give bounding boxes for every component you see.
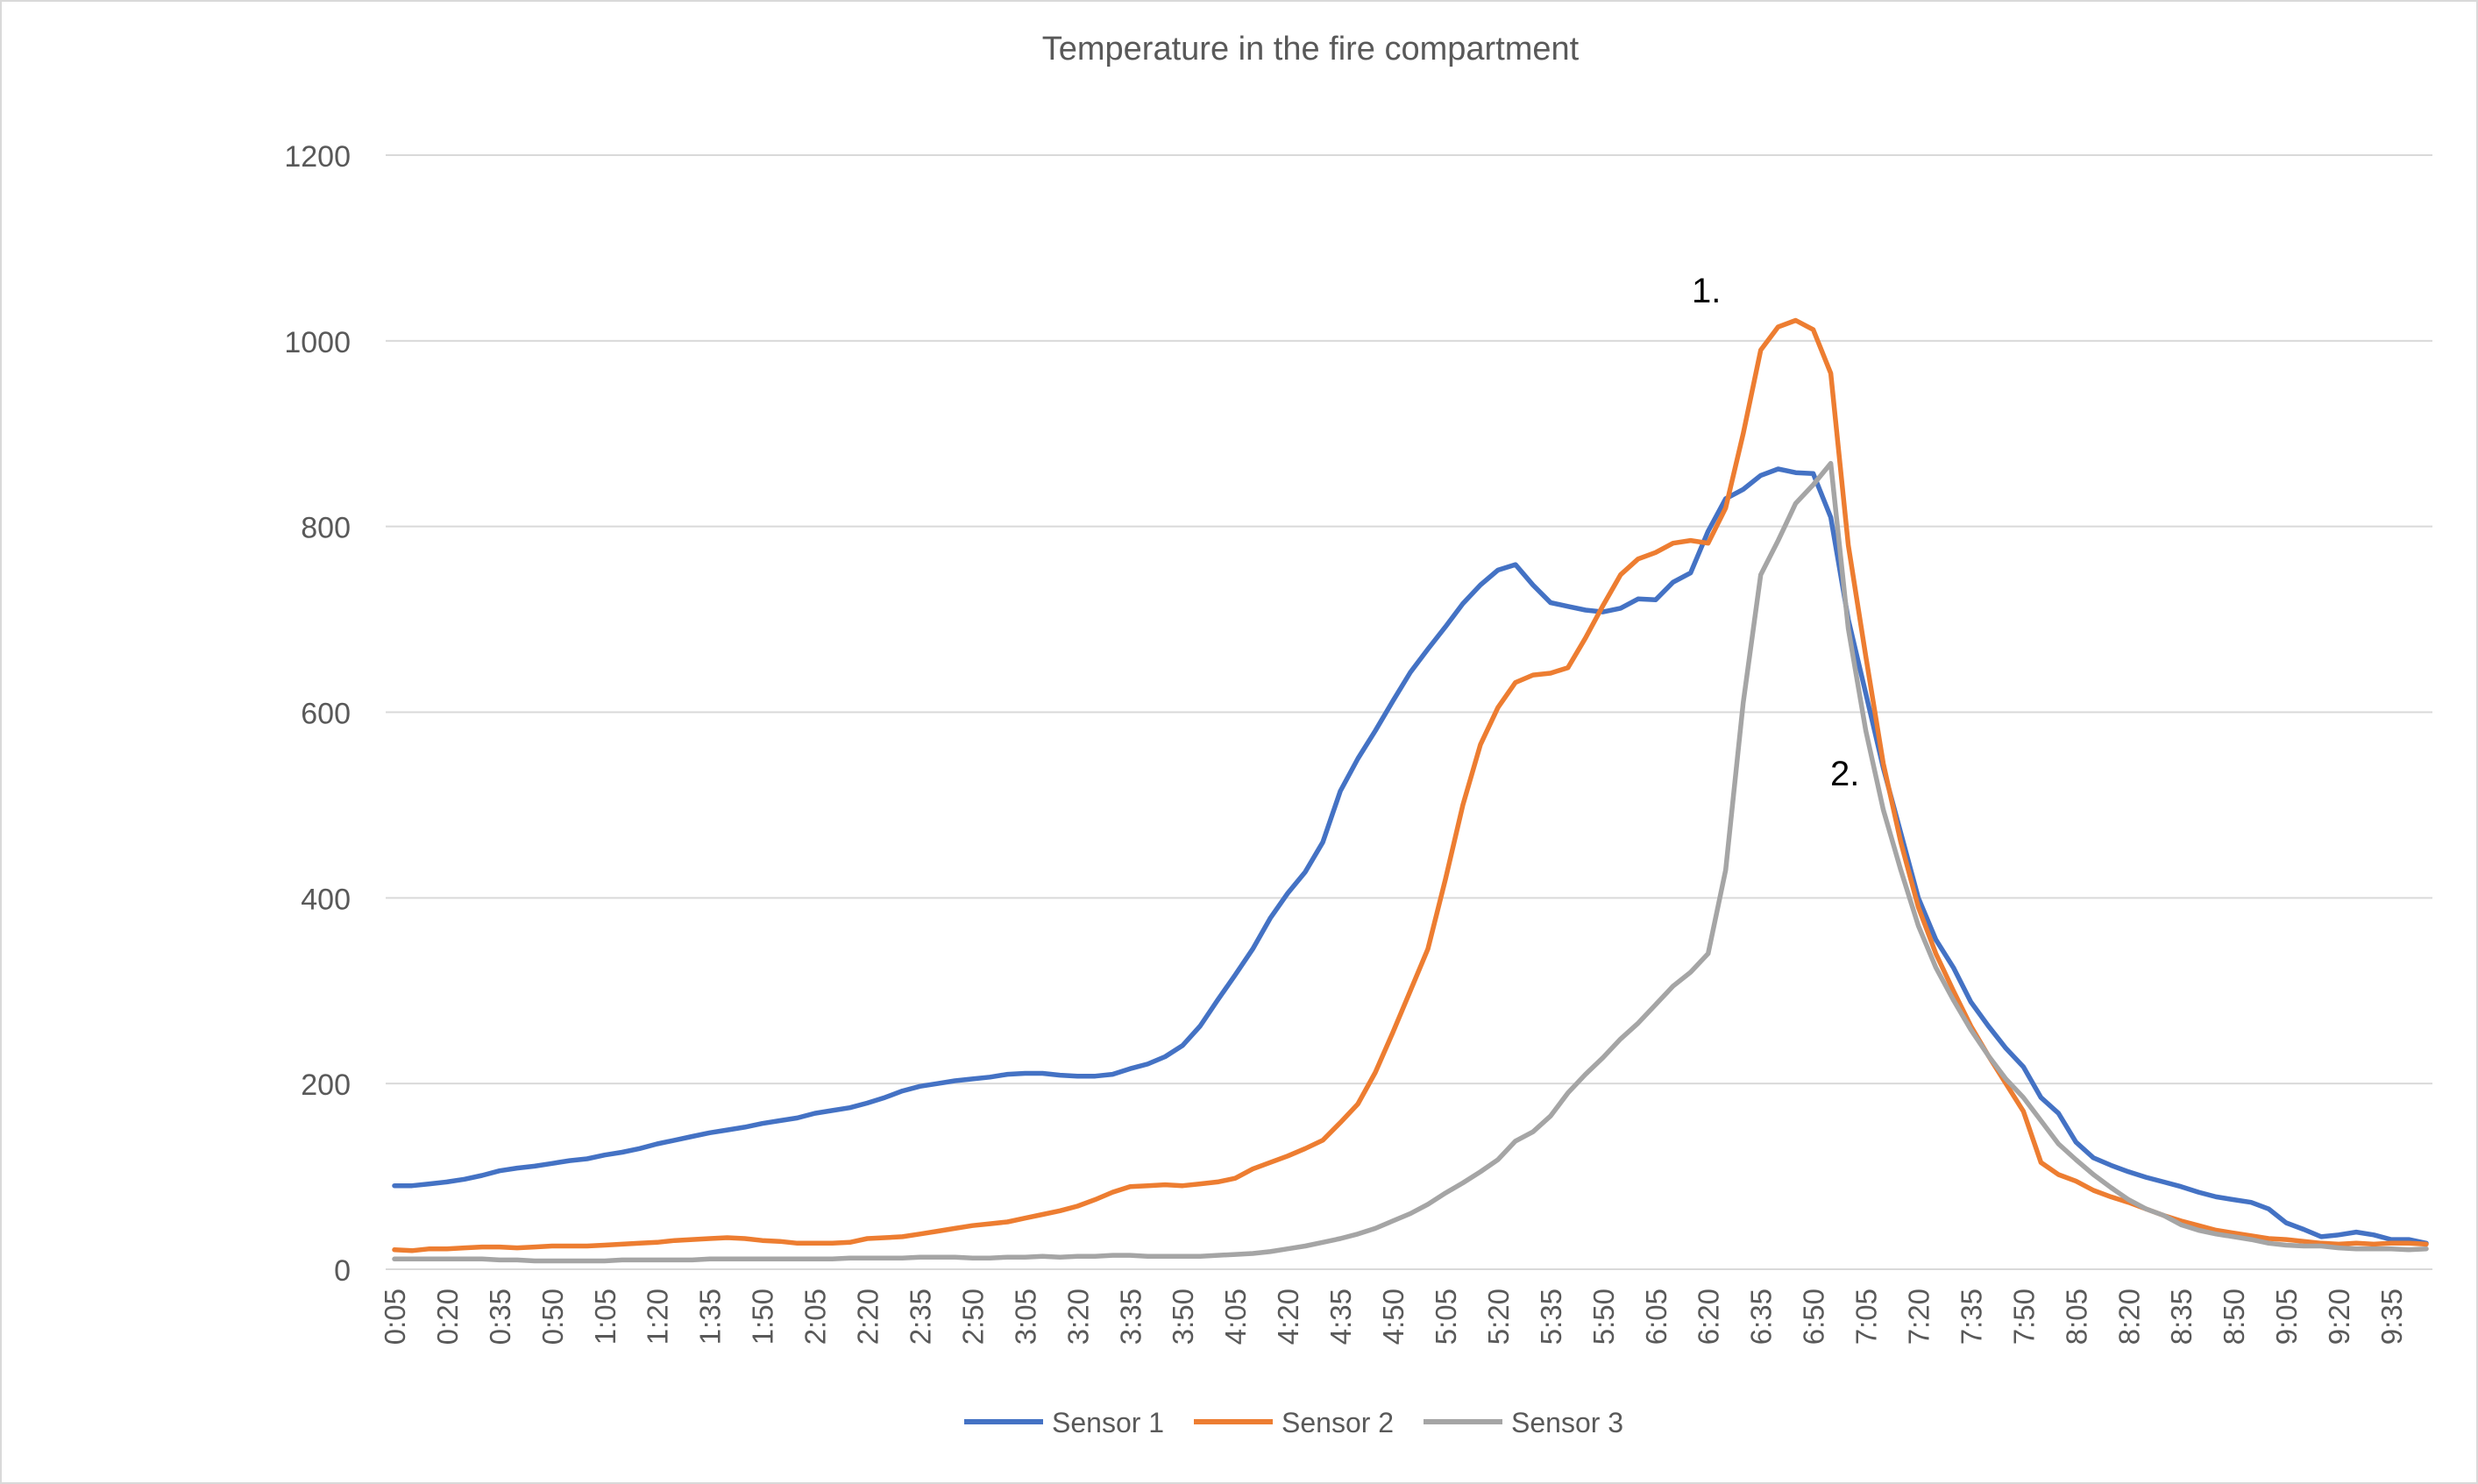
y-tick-label: 1200 xyxy=(284,140,351,174)
x-axis-ticks: 0:05 0:20 0:35 0:50 1:05 1:20 1:35 1:50 2:05 2:20… xyxy=(379,1289,2408,1345)
y-tick-label: 800 xyxy=(301,512,351,545)
y-tick-label: 600 xyxy=(301,698,351,731)
x-tick-label: 8:05 xyxy=(2060,1289,2092,1345)
x-tick-label: 3:50 xyxy=(1167,1289,1199,1345)
x-tick-label: 3:05 xyxy=(1009,1289,1041,1345)
x-tick-label: 4:35 xyxy=(1324,1289,1357,1345)
x-tick-label: 8:50 xyxy=(2218,1289,2250,1345)
x-tick-label: 2:35 xyxy=(904,1289,936,1345)
x-tick-label: 6:35 xyxy=(1745,1289,1778,1345)
y-tick-label: 0 xyxy=(334,1254,351,1288)
x-tick-label: 3:20 xyxy=(1061,1289,1094,1345)
x-tick-label: 4:50 xyxy=(1377,1289,1409,1345)
x-tick-label: 2:50 xyxy=(956,1289,989,1345)
x-tick-label: 8:20 xyxy=(2112,1289,2145,1345)
x-tick-label: 7:50 xyxy=(2007,1289,2040,1345)
series-lines xyxy=(392,317,2429,1264)
x-tick-label: 6:05 xyxy=(1640,1289,1672,1345)
x-tick-label: 1:50 xyxy=(747,1289,779,1345)
y-tick-label: 1000 xyxy=(284,326,351,359)
x-tick-label: 4:20 xyxy=(1272,1289,1304,1345)
x-tick-label: 0:50 xyxy=(536,1289,569,1345)
legend-label-sensor-2: Sensor 2 xyxy=(1282,1407,1394,1438)
x-tick-label: 4:05 xyxy=(1219,1289,1252,1345)
y-tick-label: 200 xyxy=(301,1069,351,1102)
series-line-sensor-1 xyxy=(392,466,2429,1246)
x-tick-label: 1:05 xyxy=(589,1289,621,1345)
legend-label-sensor-1: Sensor 1 xyxy=(1052,1407,1164,1438)
x-tick-label: 6:50 xyxy=(1798,1289,1830,1345)
x-tick-label: 1:20 xyxy=(642,1289,674,1345)
x-tick-label: 0:20 xyxy=(431,1289,464,1345)
legend: Sensor 1 Sensor 2 Sensor 3 xyxy=(964,1407,1623,1438)
x-tick-label: 5:35 xyxy=(1535,1289,1567,1345)
x-tick-label: 2:05 xyxy=(799,1289,832,1345)
x-tick-label: 8:35 xyxy=(2165,1289,2198,1345)
x-tick-label: 6:20 xyxy=(1693,1289,1725,1345)
series-line-sensor-2 xyxy=(392,317,2429,1253)
y-tick-label: 400 xyxy=(301,883,351,916)
gridlines xyxy=(386,154,2432,1270)
x-tick-label: 0:35 xyxy=(484,1289,516,1345)
x-tick-label: 9:35 xyxy=(2375,1289,2408,1345)
x-tick-label: 7:20 xyxy=(1903,1289,1935,1345)
chart-title: Temperature in the fire compartment xyxy=(1042,31,1580,67)
x-tick-label: 9:05 xyxy=(2270,1289,2303,1345)
x-tick-label: 5:05 xyxy=(1430,1289,1462,1345)
x-tick-label: 1:35 xyxy=(694,1289,727,1345)
x-tick-label: 7:05 xyxy=(1850,1289,1883,1345)
x-tick-label: 5:50 xyxy=(1587,1289,1620,1345)
x-tick-label: 7:35 xyxy=(1955,1289,1987,1345)
series-line-sensor-3 xyxy=(392,460,2429,1264)
x-tick-label: 3:35 xyxy=(1114,1289,1147,1345)
x-tick-label: 9:20 xyxy=(2323,1289,2355,1345)
legend-label-sensor-3: Sensor 3 xyxy=(1511,1407,1623,1438)
x-tick-label: 5:20 xyxy=(1482,1289,1515,1345)
x-tick-label: 0:05 xyxy=(379,1289,411,1345)
x-tick-label: 2:20 xyxy=(852,1289,884,1345)
annotation-2: 2. xyxy=(1830,755,1859,793)
annotation-1: 1. xyxy=(1692,272,1721,310)
y-axis-ticks: 0 200 400 600 800 1000 1200 xyxy=(284,140,351,1288)
